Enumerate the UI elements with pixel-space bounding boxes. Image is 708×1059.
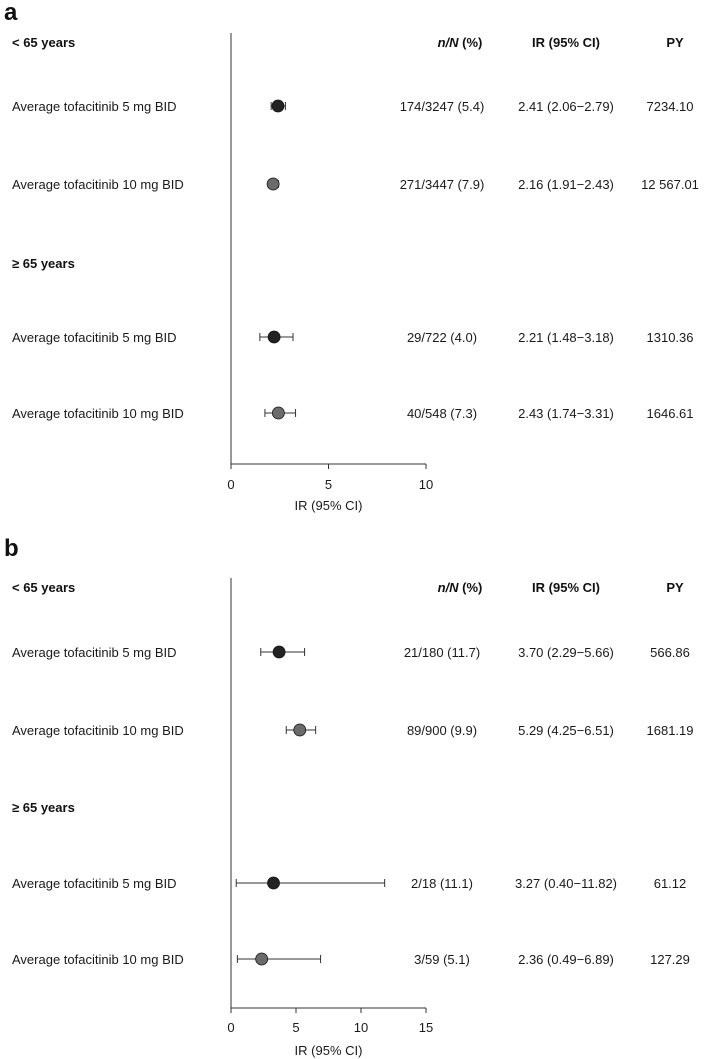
column-header-n-n: n/N (%) <box>438 580 483 595</box>
x-tick-label: 0 <box>227 1020 234 1035</box>
group-label: < 65 years <box>12 580 75 595</box>
py-value: 1310.36 <box>647 330 694 345</box>
point-estimate <box>271 99 285 113</box>
row-label: Average tofacitinib 5 mg BID <box>12 330 177 345</box>
point-estimate <box>293 723 307 737</box>
x-tick-label: 5 <box>292 1020 299 1035</box>
column-header-n-n-italic: n/N <box>438 35 460 50</box>
row-label: Average tofacitinib 10 mg BID <box>12 177 184 192</box>
n-n-value: 29/722 (4.0) <box>407 330 477 345</box>
x-tick-label: 10 <box>354 1020 368 1035</box>
row-label: Average tofacitinib 10 mg BID <box>12 406 184 421</box>
py-value: 566.86 <box>650 645 690 660</box>
ir-ci-value: 5.29 (4.25−6.51) <box>518 723 614 738</box>
ir-ci-value: 3.70 (2.29−5.66) <box>518 645 614 660</box>
point-estimate <box>267 330 281 344</box>
py-value: 61.12 <box>654 876 687 891</box>
point-estimate <box>255 952 269 966</box>
panel-label: a <box>4 0 18 26</box>
py-value: 7234.10 <box>647 99 694 114</box>
row-label: Average tofacitinib 5 mg BID <box>12 99 177 114</box>
py-value: 1646.61 <box>647 406 694 421</box>
column-header-n-n: n/N (%) <box>438 35 483 50</box>
n-n-value: 3/59 (5.1) <box>414 952 470 967</box>
ir-ci-value: 2.21 (1.48−3.18) <box>518 330 614 345</box>
point-estimate <box>272 645 286 659</box>
row-label: Average tofacitinib 5 mg BID <box>12 645 177 660</box>
ir-ci-value: 2.41 (2.06−2.79) <box>518 99 614 114</box>
x-tick-label: 0 <box>227 477 234 492</box>
column-header-py: PY <box>666 35 684 50</box>
column-header-n-n-italic: n/N <box>438 580 460 595</box>
point-estimate <box>266 177 280 191</box>
panel-label: b <box>4 535 19 562</box>
row-label: Average tofacitinib 5 mg BID <box>12 876 177 891</box>
n-n-value: 40/548 (7.3) <box>407 406 477 421</box>
column-header-py: PY <box>666 580 684 595</box>
group-label: ≥ 65 years <box>12 800 75 815</box>
py-value: 12 567.01 <box>641 177 699 192</box>
row-label: Average tofacitinib 10 mg BID <box>12 952 184 967</box>
column-header-n-n-suffix: (%) <box>459 35 483 50</box>
n-n-value: 174/3247 (5.4) <box>400 99 485 114</box>
x-tick-label: 15 <box>419 1020 433 1035</box>
n-n-value: 271/3447 (7.9) <box>400 177 485 192</box>
column-header-ir: IR (95% CI) <box>532 580 600 595</box>
x-axis-label: IR (95% CI) <box>295 1043 363 1058</box>
ir-ci-value: 2.16 (1.91−2.43) <box>518 177 614 192</box>
column-header-n-n-suffix: (%) <box>459 580 483 595</box>
point-estimate <box>267 876 280 890</box>
group-label: < 65 years <box>12 35 75 50</box>
n-n-value: 2/18 (11.1) <box>411 876 473 891</box>
row-label: Average tofacitinib 10 mg BID <box>12 723 184 738</box>
n-n-value: 21/180 (11.7) <box>404 645 480 660</box>
py-value: 127.29 <box>650 952 690 967</box>
ir-ci-value: 3.27 (0.40−11.82) <box>515 876 617 891</box>
group-label: ≥ 65 years <box>12 256 75 271</box>
x-tick-label: 10 <box>419 477 433 492</box>
x-tick-label: 5 <box>325 477 332 492</box>
ir-ci-value: 2.43 (1.74−3.31) <box>518 406 614 421</box>
n-n-value: 89/900 (9.9) <box>407 723 477 738</box>
column-header-ir: IR (95% CI) <box>532 35 600 50</box>
x-axis-label: IR (95% CI) <box>295 498 363 513</box>
point-estimate <box>271 406 285 420</box>
ir-ci-value: 2.36 (0.49−6.89) <box>518 952 614 967</box>
py-value: 1681.19 <box>647 723 694 738</box>
